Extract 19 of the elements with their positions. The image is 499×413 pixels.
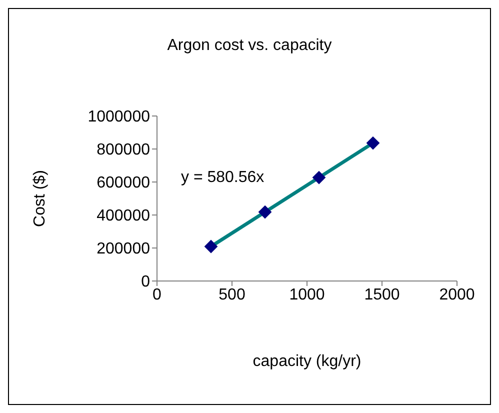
y-tick-label: 800000 [96,142,150,159]
y-tick-label: 1000000 [88,108,150,126]
y-tick-label: 400000 [96,208,150,225]
point [366,136,380,150]
x-tick-label: 2000 [439,286,475,304]
x-axis-title: capacity (kg/yr) [252,353,362,370]
annotation: y = 580.56x [181,169,264,187]
y-tick-label: 0 [141,274,150,291]
point [258,206,272,219]
y-tick-label: 600000 [96,174,150,192]
x-tick-label: 500 [218,286,246,304]
y-axis-title: Cost ($) [32,170,49,227]
y-tick-label: 200000 [96,240,150,258]
x-tick-label: 0 [152,286,162,304]
x-tick-label: 1500 [364,286,400,304]
chart-title: Argon cost vs. capacity [166,37,333,55]
point [204,240,218,254]
x-tick-label: 1000 [289,286,325,304]
point [312,171,326,184]
